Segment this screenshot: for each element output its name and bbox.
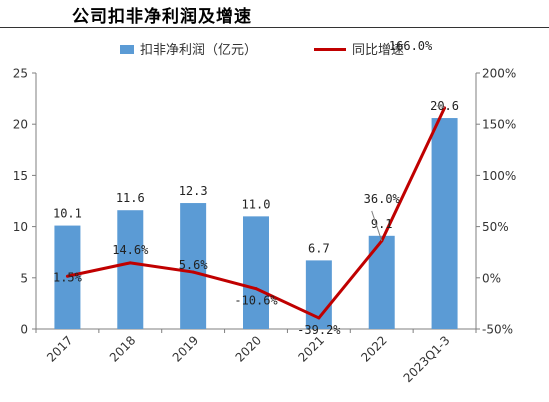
y-right-tick-label: 150% bbox=[482, 118, 516, 132]
growth-point bbox=[317, 316, 321, 320]
y-left-tick-label: 25 bbox=[13, 67, 28, 81]
growth-point bbox=[191, 270, 195, 274]
x-tick-label: 2021 bbox=[295, 333, 326, 364]
bar-value-label: 11.6 bbox=[116, 191, 145, 205]
chart-legend: 扣非净利润（亿元） 同比增速 bbox=[120, 43, 404, 58]
profit-bar bbox=[243, 216, 269, 329]
growth-point bbox=[254, 287, 258, 291]
bar-value-label: 6.7 bbox=[308, 241, 330, 255]
y-left-tick-label: 20 bbox=[13, 118, 28, 132]
x-tick-label: 2020 bbox=[233, 333, 264, 364]
bar-value-label: 12.3 bbox=[179, 184, 208, 198]
chart-title: 公司扣非净利润及增速 bbox=[72, 7, 252, 27]
x-tick-label: 2019 bbox=[170, 333, 201, 364]
bar-value-label: 10.1 bbox=[53, 207, 82, 221]
y-right-tick-label: 200% bbox=[482, 67, 516, 81]
data-labels: 10.1 11.6 12.3 11.0 6.7 9.1 20.6 1.5% 14.6% 5.6% -… bbox=[53, 39, 459, 337]
bar-series bbox=[54, 118, 458, 329]
growth-value-label: -10.6% bbox=[234, 294, 278, 308]
x-tick-label: 2017 bbox=[44, 333, 75, 364]
growth-value-label: 1.5% bbox=[53, 270, 83, 284]
profit-bar bbox=[117, 210, 144, 329]
legend-bar-label: 扣非净利润（亿元） bbox=[140, 43, 257, 58]
y-right-tick-label: -50% bbox=[482, 323, 513, 337]
x-tick-label: 2023Q1-3 bbox=[401, 333, 453, 385]
growth-point bbox=[128, 261, 132, 265]
growth-point bbox=[65, 274, 69, 278]
bar-value-label: 11.0 bbox=[242, 197, 271, 211]
growth-value-label: -39.2% bbox=[297, 323, 341, 337]
growth-value-label: 36.0% bbox=[364, 192, 401, 206]
growth-label-leader bbox=[436, 105, 445, 109]
growth-value-label: 5.6% bbox=[179, 258, 209, 272]
x-tick-label: 2018 bbox=[107, 333, 138, 364]
y-left-tick-label: 0 bbox=[20, 323, 28, 337]
profit-bar bbox=[431, 118, 458, 329]
title-divider bbox=[0, 27, 549, 28]
growth-value-label: 14.6% bbox=[112, 243, 149, 257]
legend-bar-swatch bbox=[120, 45, 134, 54]
y-left-tick-label: 10 bbox=[13, 220, 28, 234]
y-right-tick-label: 50% bbox=[482, 220, 509, 234]
profit-bar bbox=[180, 203, 207, 329]
growth-value-label: 166.0% bbox=[389, 39, 433, 53]
y-right-tick-label: 100% bbox=[482, 169, 516, 183]
y-right-tick-label: 0% bbox=[482, 271, 501, 285]
y-left-tick-label: 5 bbox=[20, 271, 28, 285]
legend-line-label: 同比增速 bbox=[352, 43, 404, 58]
y-left-tick-label: 15 bbox=[13, 169, 28, 183]
bar-value-label: 9.1 bbox=[371, 217, 393, 231]
bar-value-label: 20.6 bbox=[430, 99, 459, 113]
x-tick-label: 2022 bbox=[358, 333, 389, 364]
growth-label-leader bbox=[371, 210, 383, 242]
